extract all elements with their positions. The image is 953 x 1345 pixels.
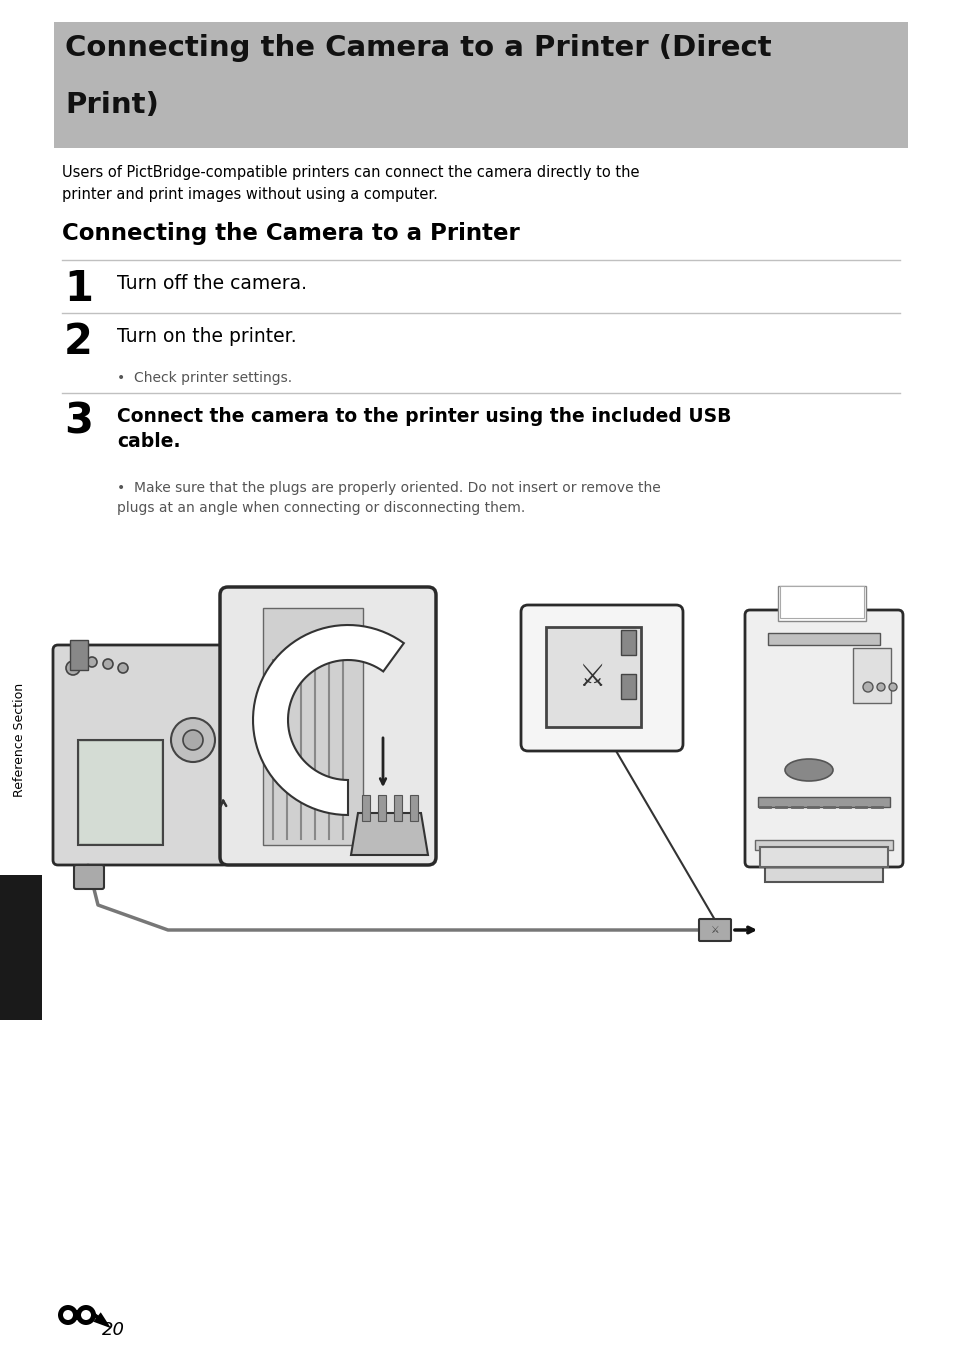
- Circle shape: [876, 683, 884, 691]
- Bar: [410, 795, 417, 820]
- Circle shape: [87, 656, 97, 667]
- Text: 3: 3: [64, 401, 92, 443]
- Bar: [80, 742, 161, 843]
- Circle shape: [171, 718, 214, 763]
- Bar: [754, 841, 892, 850]
- Circle shape: [63, 1310, 73, 1319]
- Text: Connecting the Camera to a Printer: Connecting the Camera to a Printer: [62, 222, 519, 245]
- Bar: [70, 640, 88, 670]
- Text: 1: 1: [64, 268, 92, 309]
- Text: Turn on the printer.: Turn on the printer.: [117, 327, 296, 346]
- Polygon shape: [351, 812, 428, 855]
- Text: •  Make sure that the plugs are properly oriented. Do not insert or remove the
p: • Make sure that the plugs are properly …: [117, 482, 660, 515]
- FancyBboxPatch shape: [744, 611, 902, 868]
- Ellipse shape: [784, 759, 832, 781]
- Bar: [361, 795, 370, 820]
- Bar: [78, 740, 163, 845]
- Text: ⚔: ⚔: [578, 663, 606, 691]
- Bar: [767, 633, 879, 646]
- Text: 2: 2: [64, 321, 92, 363]
- Bar: [778, 586, 865, 621]
- FancyBboxPatch shape: [520, 605, 682, 751]
- Bar: [0, 876, 42, 1020]
- Circle shape: [81, 1310, 91, 1319]
- Bar: [76, 1310, 78, 1319]
- Bar: [760, 847, 887, 868]
- Circle shape: [76, 1305, 96, 1325]
- Bar: [620, 629, 636, 655]
- Text: Connect the camera to the printer using the included USB
cable.: Connect the camera to the printer using …: [117, 408, 731, 451]
- Bar: [620, 674, 636, 699]
- Circle shape: [103, 659, 112, 668]
- Text: •  Check printer settings.: • Check printer settings.: [117, 371, 292, 385]
- Text: Print): Print): [65, 91, 159, 118]
- Text: ⚔: ⚔: [710, 925, 719, 935]
- Bar: [394, 795, 401, 820]
- Text: Connecting the Camera to a Printer (Direct: Connecting the Camera to a Printer (Dire…: [65, 34, 771, 62]
- FancyBboxPatch shape: [74, 865, 104, 889]
- Text: 20: 20: [102, 1321, 125, 1340]
- Circle shape: [118, 663, 128, 672]
- Bar: [545, 627, 640, 728]
- Polygon shape: [253, 625, 403, 815]
- Bar: [54, 22, 907, 148]
- Bar: [263, 608, 363, 845]
- Circle shape: [888, 683, 896, 691]
- Text: Users of PictBridge-compatible printers can connect the camera directly to the
p: Users of PictBridge-compatible printers …: [62, 165, 639, 202]
- Text: Reference Section: Reference Section: [13, 683, 27, 798]
- Bar: [758, 798, 889, 807]
- Circle shape: [862, 682, 872, 691]
- Circle shape: [58, 1305, 78, 1325]
- FancyArrow shape: [91, 1311, 111, 1329]
- Bar: [780, 586, 863, 617]
- Bar: [852, 648, 890, 703]
- Circle shape: [66, 660, 80, 675]
- Bar: [764, 863, 882, 882]
- Bar: [377, 795, 386, 820]
- Text: Turn off the camera.: Turn off the camera.: [117, 274, 307, 293]
- Circle shape: [183, 730, 203, 751]
- FancyBboxPatch shape: [220, 586, 436, 865]
- FancyBboxPatch shape: [53, 646, 228, 865]
- FancyBboxPatch shape: [699, 919, 730, 942]
